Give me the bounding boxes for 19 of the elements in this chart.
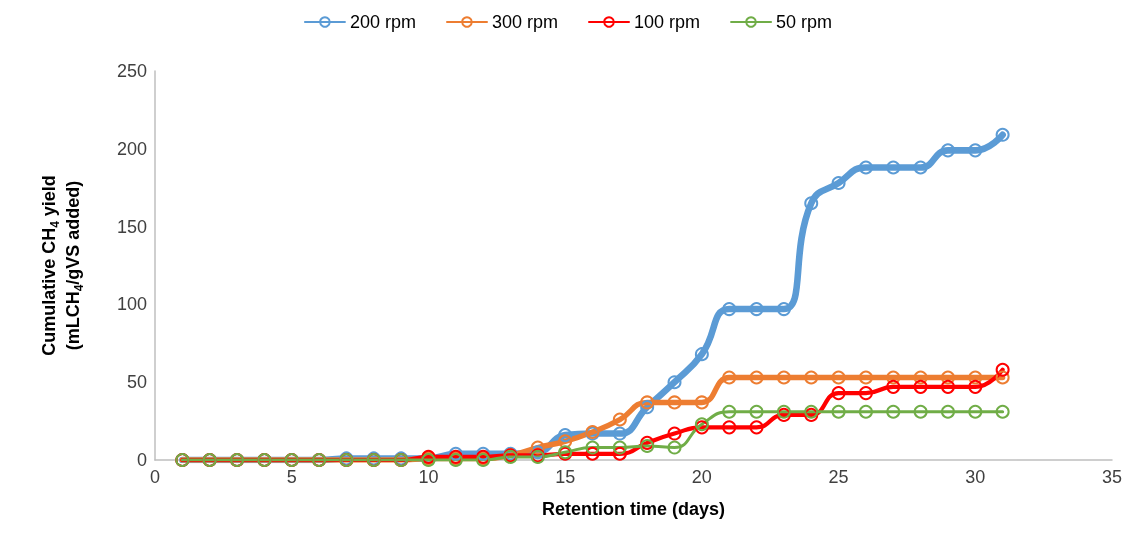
- x-tick-label: 35: [1101, 467, 1123, 487]
- y-tick-label: 250: [116, 61, 147, 81]
- x-tick-label: 0: [149, 467, 161, 487]
- legend-label: 100 rpm: [634, 12, 701, 32]
- x-tick-label: 20: [691, 467, 712, 487]
- y-tick-label: 200: [116, 138, 147, 159]
- x-tick-label: 10: [418, 467, 439, 487]
- x-tick-label: 25: [828, 467, 849, 487]
- y-tick-label: 0: [136, 450, 147, 470]
- x-tick-label: 15: [555, 467, 576, 487]
- legend-label: 50 rpm: [776, 12, 833, 32]
- legend-label: 300 rpm: [491, 12, 559, 32]
- y-tick-label: 150: [116, 216, 147, 237]
- x-axis-title: Retention time (days): [541, 499, 726, 519]
- x-tick-label: 30: [965, 467, 986, 487]
- x-tick-label: 5: [286, 467, 297, 487]
- legend-label: 200 rpm: [349, 12, 416, 32]
- y-tick-label: 50: [126, 372, 147, 393]
- y-tick-label: 100: [116, 294, 147, 315]
